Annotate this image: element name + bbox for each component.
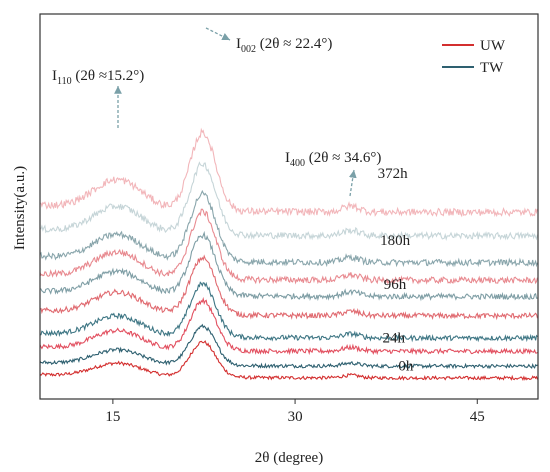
x-tick-label: 45 [470, 409, 485, 425]
curve-96h-uw [40, 254, 538, 321]
peak-annotation-002: I002 (2θ ≈ 22.4°) [236, 36, 332, 55]
peak-arrow [205, 27, 231, 41]
curve-180h-tw [40, 189, 538, 268]
curve-24h-uw [40, 296, 538, 356]
peak-annotation-400: I400 (2θ ≈ 34.6°) [285, 150, 381, 169]
curve-0h-uw [40, 340, 538, 381]
peak-arrow [348, 169, 357, 197]
curve-180h-uw [40, 208, 538, 285]
curve-group [40, 127, 538, 381]
x-tick-label: 30 [288, 409, 303, 425]
curve-372h-uw [40, 161, 538, 242]
curve-96h-tw [40, 230, 538, 302]
curve-24h-tw [40, 281, 538, 343]
peak-annotation-110: I110 (2θ ≈15.2°) [52, 68, 144, 87]
time-label-372h: 372h [378, 166, 409, 182]
x-tick-label: 15 [105, 409, 120, 425]
time-label-0h: 0h [398, 359, 414, 375]
legend: UW TW [442, 38, 506, 76]
curve-372h-tw [40, 127, 538, 218]
plot-frame [39, 13, 539, 400]
time-label-24h: 24h [383, 330, 406, 346]
x-axis-ticks: 15 30 45 [105, 399, 485, 425]
curve-0h-tw [40, 323, 538, 370]
legend-label-uw: UW [480, 38, 506, 54]
x-axis-title: 2θ (degree) [255, 450, 323, 466]
peak-annotations: I110 (2θ ≈15.2°) I002 (2θ ≈ 22.4°) I400 (2… [52, 27, 381, 197]
time-label-96h: 96h [384, 277, 407, 293]
time-labels: 372h 180h 96h 24h 0h [378, 166, 414, 374]
time-label-180h: 180h [380, 233, 411, 249]
y-axis-title: Intensity(a.u.) [12, 166, 28, 250]
legend-label-tw: TW [480, 60, 504, 76]
